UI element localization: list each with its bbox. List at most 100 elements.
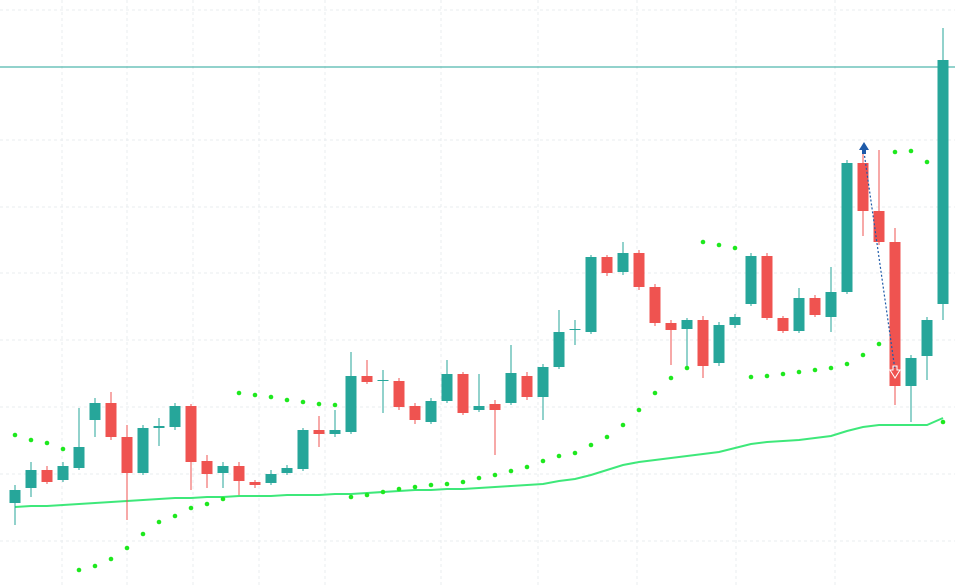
candle-body — [345, 376, 357, 432]
candle-body — [745, 256, 757, 304]
trade-markers — [859, 142, 901, 379]
candle-body — [329, 430, 341, 434]
sar-dot — [620, 422, 626, 428]
sar-dot — [604, 434, 610, 440]
candle-body — [777, 318, 789, 331]
candle-body — [441, 374, 453, 401]
sar-dot — [636, 407, 642, 413]
candle-body — [537, 367, 549, 397]
candle-body — [137, 428, 149, 473]
candle-body — [841, 163, 853, 292]
candle-body — [489, 404, 501, 410]
candle-body — [457, 374, 469, 413]
candle-body — [857, 163, 869, 211]
sar-dot — [492, 472, 498, 478]
sar-dot — [364, 492, 370, 498]
candle-body — [281, 468, 293, 473]
sar-dot — [156, 519, 162, 525]
buy-arrow — [859, 142, 869, 154]
sar-dot — [396, 486, 402, 492]
sar-dot — [524, 464, 530, 470]
sar-dot — [444, 481, 450, 487]
sar-dot — [540, 458, 546, 464]
plot-area — [0, 28, 955, 573]
sar-dot — [476, 475, 482, 481]
candle-body — [921, 320, 933, 356]
sar-dot — [748, 374, 754, 380]
candle-body — [249, 482, 261, 485]
sar-dot — [412, 484, 418, 490]
moving-average-line — [14, 417, 944, 508]
sar-dot — [140, 531, 146, 537]
sar-dot — [268, 394, 274, 400]
candle-body — [761, 256, 773, 318]
sar-dot — [572, 450, 578, 456]
candle-body — [105, 403, 117, 437]
candle-body — [201, 461, 213, 474]
sar-dot — [508, 468, 514, 474]
sar-dot — [12, 432, 18, 438]
candle-body — [697, 320, 709, 366]
sar-dot — [828, 365, 834, 371]
sar-dot — [380, 489, 386, 495]
candle-body — [505, 373, 517, 403]
sar-dot — [348, 494, 354, 500]
candle-body — [473, 406, 485, 410]
candle-body — [665, 323, 677, 330]
candle-body — [409, 406, 421, 420]
candle-body — [361, 376, 373, 382]
sar-dot — [300, 399, 306, 405]
sar-dot — [908, 148, 914, 154]
sar-dot — [188, 505, 194, 511]
sar-dot — [876, 341, 882, 347]
candle-body — [633, 253, 645, 287]
sar-dot — [108, 556, 114, 562]
sar-dot — [124, 545, 130, 551]
candle-body — [89, 403, 101, 420]
candle-body — [713, 325, 725, 363]
sar-dot — [92, 563, 98, 569]
sar-dot — [204, 501, 210, 507]
candle-body — [185, 406, 197, 462]
sar-dot — [732, 245, 738, 251]
sar-dot — [796, 369, 802, 375]
sar-dot — [924, 159, 930, 165]
candle-body — [393, 381, 405, 407]
candle-body — [9, 490, 21, 503]
candle-body — [873, 211, 885, 242]
sar-dot — [332, 402, 338, 408]
candle-body — [217, 466, 229, 473]
candle-body — [73, 447, 85, 468]
sar-dot — [316, 401, 322, 407]
candle-body — [601, 257, 613, 273]
candle-body — [809, 298, 821, 315]
sar-dot — [652, 390, 658, 396]
sar-dot — [700, 239, 706, 245]
candle-body — [889, 242, 901, 386]
sar-dot — [284, 397, 290, 403]
sar-dot — [556, 453, 562, 459]
sar-dot — [764, 373, 770, 379]
candle-body — [153, 426, 165, 428]
trade-link — [863, 151, 896, 371]
sar-dot — [812, 367, 818, 373]
candle-body — [57, 466, 69, 480]
candle-body — [265, 474, 277, 483]
candle-body — [569, 329, 581, 330]
sar-dot — [44, 440, 50, 446]
candle-body — [729, 317, 741, 325]
candle-body — [649, 287, 661, 323]
sar-dot — [236, 390, 242, 396]
candle-body — [521, 376, 533, 397]
candle-body — [937, 60, 949, 304]
sar-dot — [892, 149, 898, 155]
sar-dot — [860, 352, 866, 358]
candle-body — [905, 358, 917, 386]
candle-body — [121, 437, 133, 473]
sar-dot — [780, 371, 786, 377]
sar-dot — [252, 392, 258, 398]
candle-body — [41, 470, 53, 482]
candle-body — [825, 292, 837, 317]
